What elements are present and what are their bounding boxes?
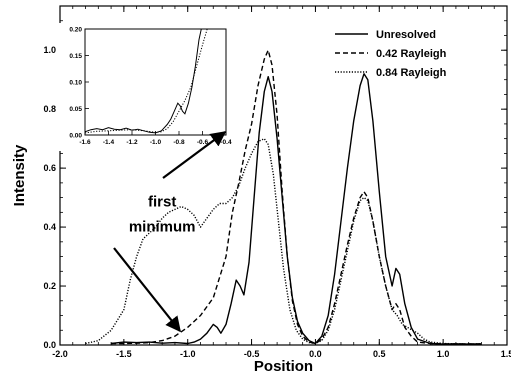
annotation-label-0: first: [148, 193, 176, 210]
legend-label-0: Unresolved: [376, 29, 436, 41]
annotation-arrow-up: [162, 131, 227, 179]
y-tick-label: 0.4: [43, 222, 56, 232]
inset-y-tick-label: 0.20: [69, 27, 82, 34]
annotation-label-1: minimum: [129, 219, 196, 236]
x-tick-label: 1.5: [501, 349, 511, 359]
x-tick-label: -1.5: [116, 349, 132, 359]
inset-plot: -1.6 -1.4 -1.2 -1.0 -0.8 -0.6 -0.4 0.00 0.05 0.10…: [57, 23, 234, 151]
series-line-2: [85, 138, 482, 345]
x-axis-title: Position: [254, 358, 313, 375]
inset-y-tick-label: 0.15: [69, 53, 82, 60]
inset-x-tick-label: -1.6: [79, 139, 91, 146]
y-tick-label: 0.6: [43, 163, 56, 173]
series-line-0: [111, 73, 482, 345]
y-axis-title: Intensity: [11, 144, 28, 206]
inset-y-tick-label: 0.00: [69, 133, 82, 140]
legend-label-2: 0.84 Rayleigh: [376, 67, 447, 79]
inset-x-tick-label: -1.2: [126, 139, 138, 146]
legend: Unresolved 0.42 Rayleigh 0.84 Rayleigh: [335, 29, 447, 79]
inset-y-tick-label: 0.05: [69, 106, 82, 113]
inset-background: [57, 23, 234, 151]
inset-x-tick-label: -0.4: [220, 139, 232, 146]
x-tick-label: 1.0: [437, 349, 450, 359]
x-tick-label: -2.0: [52, 349, 68, 359]
inset-y-tick-label: 0.10: [69, 80, 82, 87]
y-tick-label: 0.2: [43, 281, 56, 291]
x-tick-label: -0.5: [244, 349, 260, 359]
x-tick-label: -1.0: [180, 349, 196, 359]
main-plot: -2.0 -1.5 -1.0 -0.5 0.0 0.5 1.0 1.5 0.0 0.2 0.4 0.6…: [11, 5, 511, 375]
x-tick-label: 0.5: [373, 349, 386, 359]
y-tick-label: 0.8: [43, 104, 56, 114]
inset-x-tick-label: -1.0: [150, 139, 162, 146]
y-tick-label: 0.0: [43, 340, 56, 350]
plot-frame: [59, 5, 508, 346]
annotation-arrow-down: [113, 247, 181, 333]
inset-x-tick-label: -0.8: [173, 139, 185, 146]
y-tick-label: 1.0: [43, 45, 56, 55]
x-tick-label: 0.0: [309, 349, 322, 359]
first-minimum-annotation: first minimum: [113, 131, 227, 333]
legend-label-1: 0.42 Rayleigh: [376, 48, 447, 60]
inset-x-tick-label: -0.6: [197, 139, 209, 146]
inset-x-tick-label: -1.4: [103, 139, 115, 146]
